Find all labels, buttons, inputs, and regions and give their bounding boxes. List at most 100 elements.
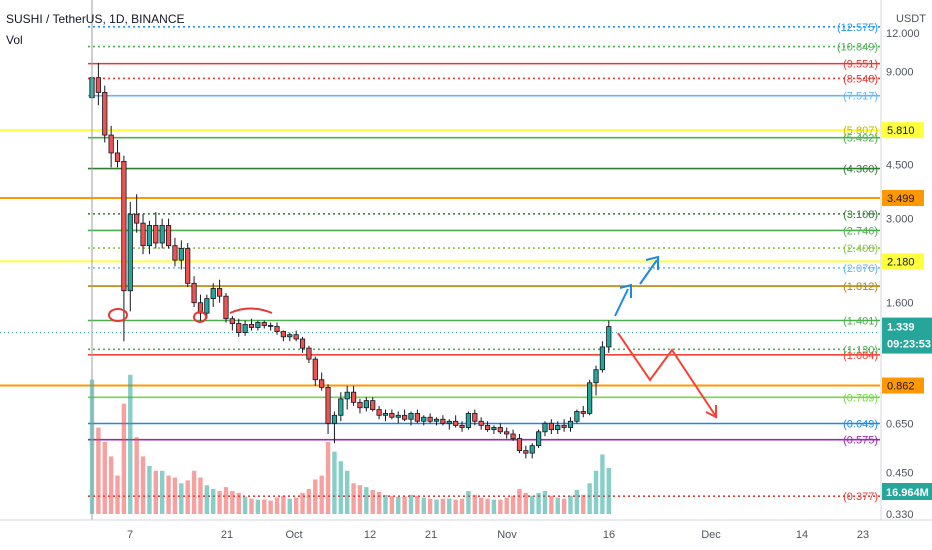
candle-body — [280, 331, 287, 338]
candle-body — [306, 347, 312, 360]
level-label: (1.130) — [843, 344, 878, 356]
time-axis[interactable]: 7 21 Oct 12 21 Nov 16 Dec 14 23 — [0, 519, 932, 541]
candle-body — [376, 409, 382, 416]
level-label: (10.849) — [837, 42, 878, 54]
level-label: (5.807) — [843, 125, 878, 137]
level-label: (12.575) — [837, 22, 878, 34]
candle-body — [561, 424, 567, 428]
candle-body — [395, 414, 401, 418]
candle-body — [344, 391, 350, 400]
volume-bar — [370, 490, 375, 514]
candle-body — [491, 427, 497, 431]
time-tick-label: 16 — [603, 529, 615, 541]
candle-body — [223, 295, 229, 320]
horizontal-levels — [0, 26, 880, 497]
currency-label: USDT — [896, 13, 926, 25]
volume-bar — [415, 495, 420, 514]
level-price-tag — [882, 122, 924, 139]
volume-bar — [325, 442, 331, 514]
candle-body — [414, 412, 420, 422]
level-label: (0.575) — [843, 435, 878, 447]
level-label: (4.360) — [843, 164, 878, 176]
candle-body — [95, 77, 101, 93]
candle-body — [121, 160, 127, 292]
volume-bar — [166, 475, 171, 514]
candle-body — [382, 412, 389, 416]
volume-bar — [198, 477, 203, 514]
volume-bar — [472, 494, 477, 514]
volume-bar — [338, 461, 344, 514]
candle-body — [370, 400, 376, 411]
candle-body — [102, 92, 108, 136]
level-label: (7.517) — [843, 91, 878, 103]
candle-body — [268, 325, 274, 327]
projection-path-down — [617, 332, 716, 416]
candle-body — [516, 438, 523, 452]
volume-bar — [408, 494, 414, 514]
candle-body — [229, 318, 235, 324]
candle-body — [453, 420, 459, 426]
volume-bar — [427, 498, 433, 514]
projection-arrow-up — [614, 288, 629, 317]
time-tick-label: 12 — [364, 529, 376, 541]
candle-body — [440, 418, 446, 424]
volume-bar — [447, 498, 452, 514]
volume-bar — [236, 492, 241, 514]
volume-bar — [434, 499, 439, 514]
candle-body — [497, 427, 503, 433]
volume-bar — [262, 499, 267, 514]
candle-body — [529, 445, 535, 454]
price-axis[interactable]: 16.00012.0009.0006.0004.5003.0001.6000.6… — [880, 0, 926, 521]
volume-bar — [268, 500, 273, 514]
candle-body — [134, 213, 140, 224]
price-tick-label: 12.000 — [886, 28, 920, 40]
level-label: (5.492) — [843, 133, 878, 145]
candle-body — [325, 386, 331, 424]
marker-circle — [193, 311, 207, 323]
candle-body — [421, 416, 427, 422]
candle-body — [427, 416, 433, 422]
volume-bar — [491, 499, 497, 514]
marker-arc — [229, 307, 273, 314]
drawings — [91, 0, 717, 520]
candle-body — [210, 288, 216, 300]
last-price-value: 1.339 — [887, 322, 915, 334]
candle-body — [484, 424, 491, 431]
candle-body — [599, 346, 606, 371]
candle-body — [299, 338, 306, 349]
time-tick-label: 14 — [796, 529, 808, 541]
volume-bar — [459, 498, 465, 514]
candle-body — [197, 302, 204, 314]
volume-indicator-label: Vol — [6, 33, 23, 47]
price-tick-label: 4.500 — [886, 159, 914, 171]
candle-body — [465, 412, 472, 428]
volume-bar — [351, 483, 356, 514]
volume-bar — [287, 498, 292, 514]
volume-bar — [389, 495, 395, 514]
volume-bar — [440, 498, 446, 514]
projection-arrow-up — [639, 259, 658, 285]
volume-bar — [549, 495, 554, 514]
volume-bar — [179, 483, 184, 514]
volume-bar — [510, 495, 516, 514]
volume-bar — [357, 485, 363, 514]
level-price-tag-text: 0.862 — [887, 381, 915, 393]
volume-bar — [147, 466, 152, 514]
volume-bar — [478, 497, 484, 514]
candle-body — [363, 400, 369, 409]
level-price-tag-text: 3.499 — [887, 193, 915, 205]
candle-body — [242, 324, 248, 333]
candle-body — [319, 379, 325, 388]
volume-bar — [574, 490, 580, 514]
volume-bar — [581, 494, 586, 514]
candle-body — [504, 431, 510, 435]
volume-bar — [345, 470, 350, 514]
volume-bar — [396, 496, 401, 514]
level-label: (3.108) — [843, 209, 878, 221]
candle-body — [255, 322, 261, 328]
candle-body — [389, 412, 395, 418]
volume-bar — [561, 498, 567, 514]
time-tick-label: 7 — [127, 529, 133, 541]
